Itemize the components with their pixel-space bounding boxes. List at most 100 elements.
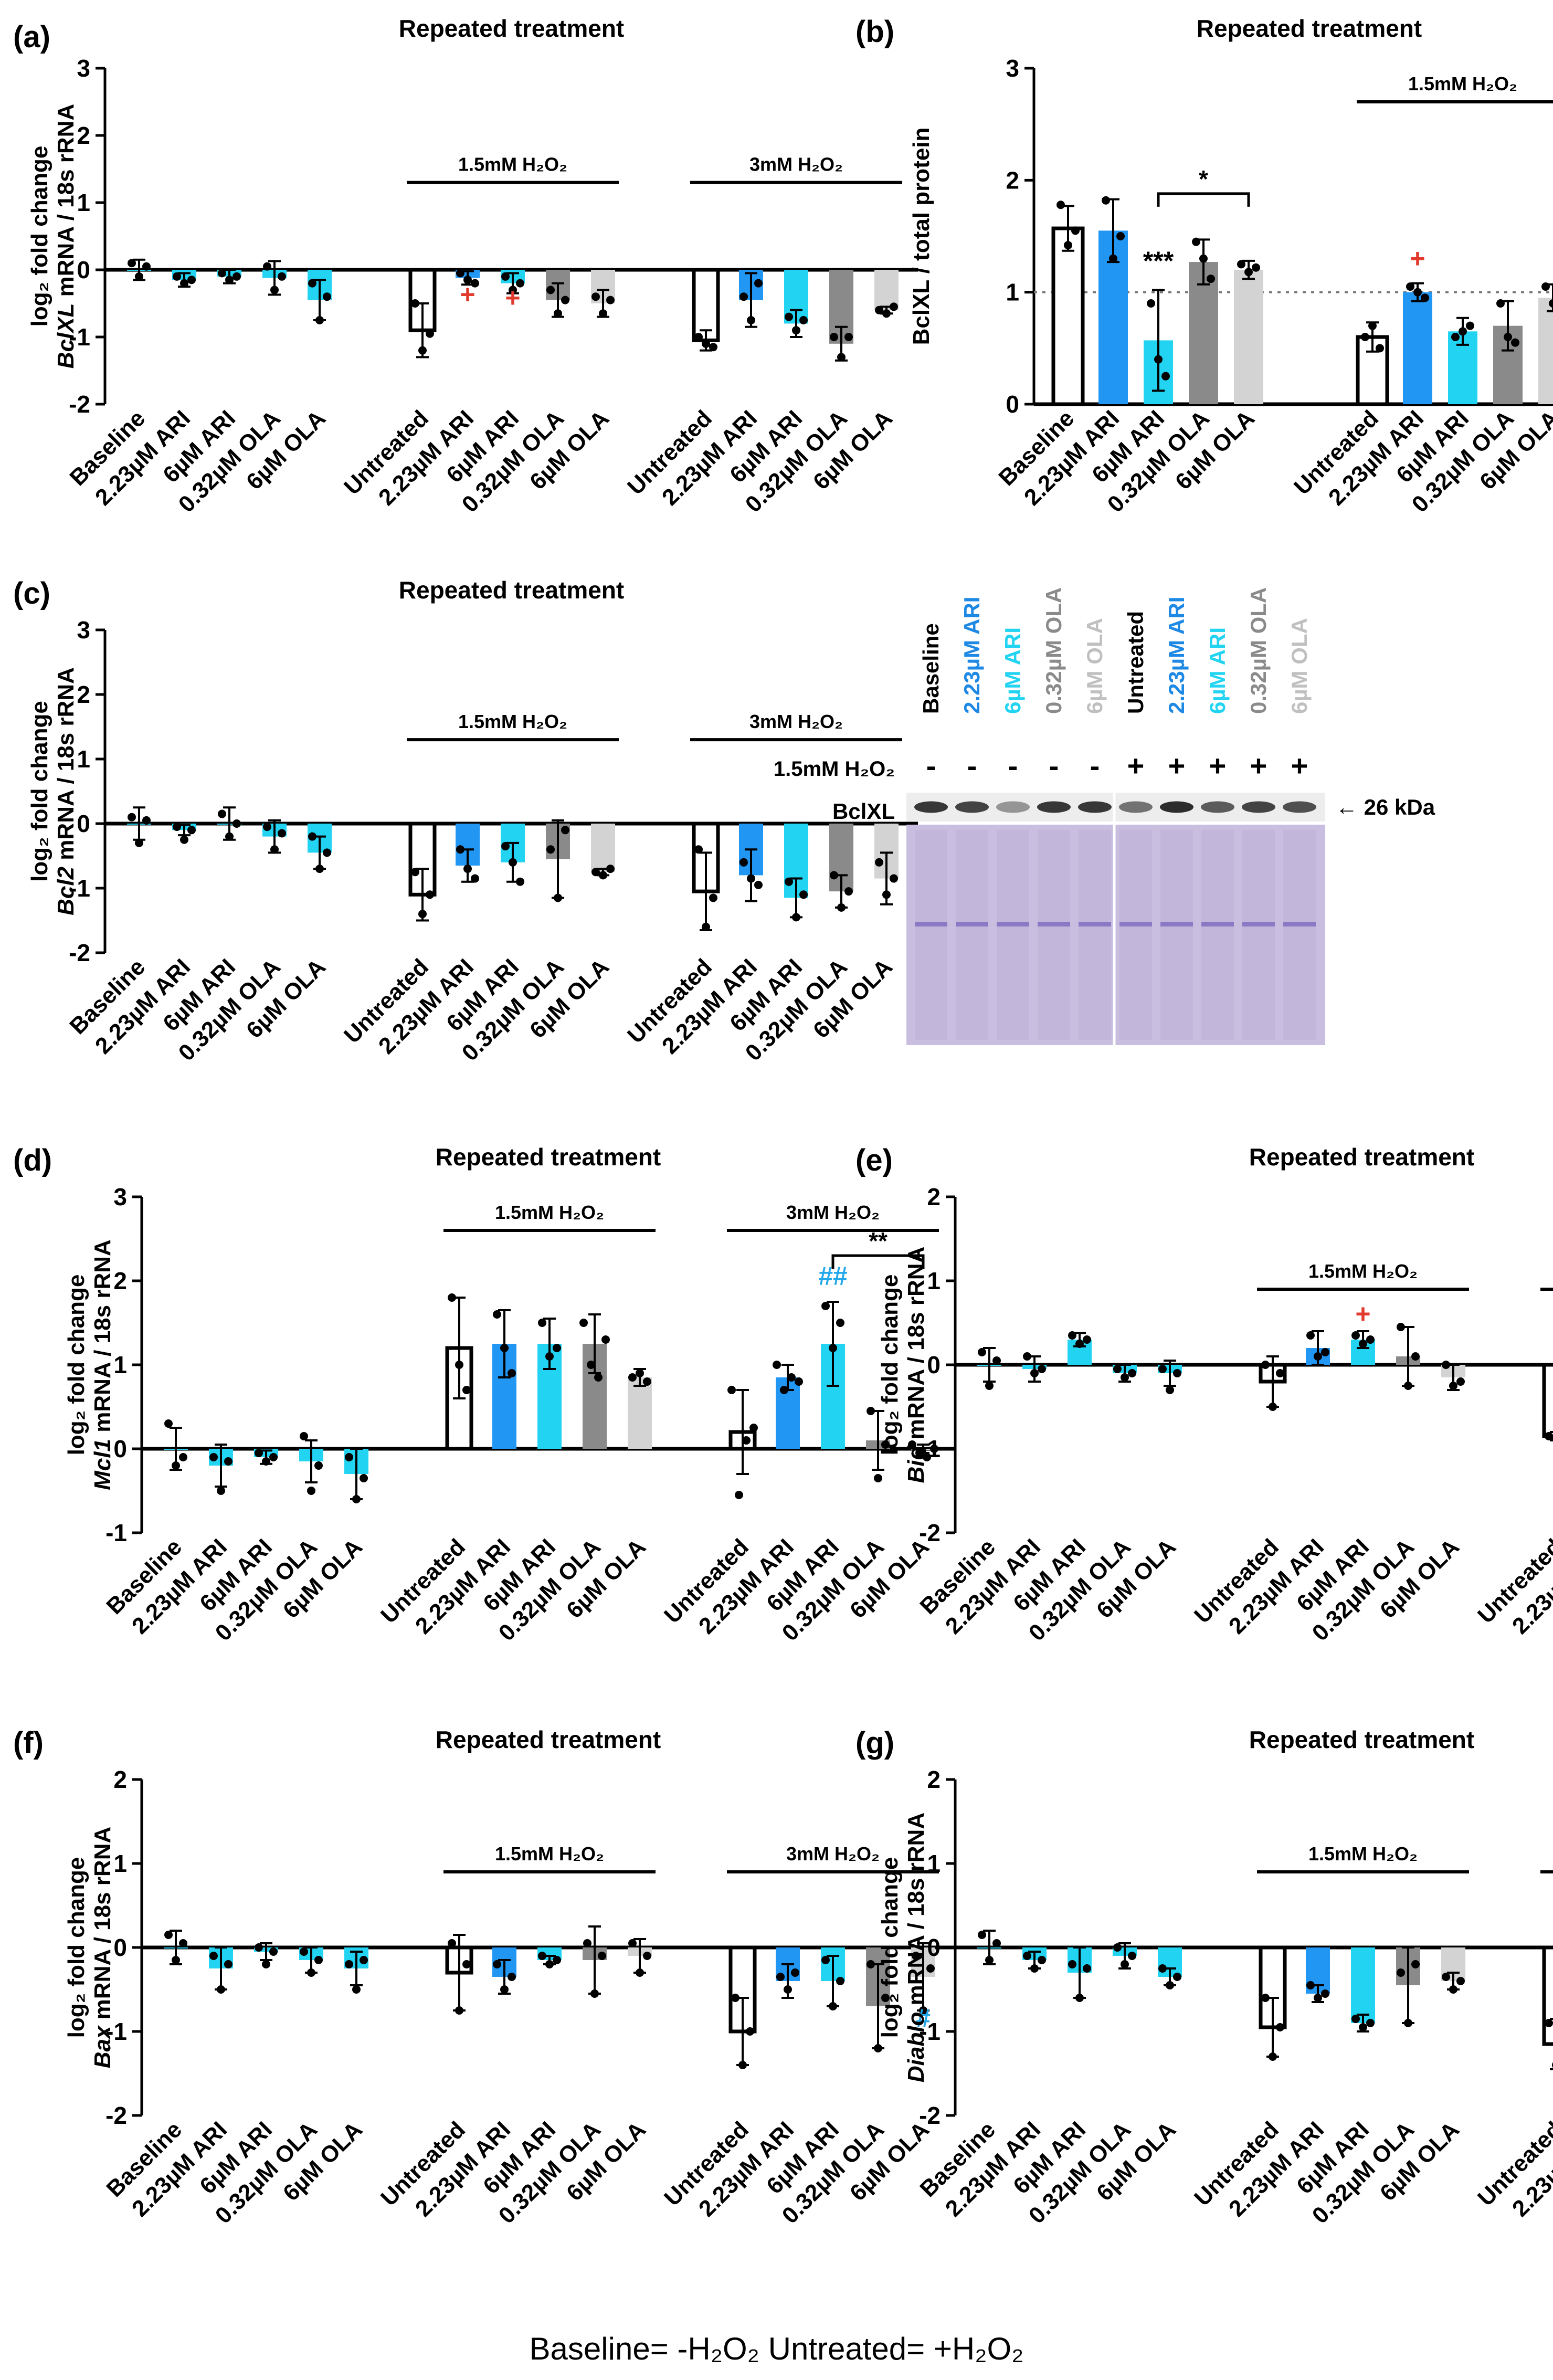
- lane-label: Baseline: [918, 623, 943, 714]
- data-point: [1083, 1964, 1091, 1973]
- data-point: [747, 316, 755, 324]
- data-point: [1244, 268, 1253, 277]
- data-point: [1504, 333, 1512, 341]
- panel-label: (g): [855, 1726, 894, 1760]
- h2o2-sign: -: [1090, 749, 1100, 782]
- significance-bracket: [1157, 192, 1250, 207]
- data-point: [881, 1440, 890, 1449]
- data-point: [224, 1960, 233, 1968]
- gene-name: Bax: [90, 2025, 115, 2068]
- data-point: [821, 1956, 830, 1964]
- data-point: [590, 1989, 599, 1998]
- data-point: [792, 913, 800, 922]
- data-point: [1147, 299, 1155, 308]
- y-axis-suffix: mRNA / 18s rRNA: [53, 667, 79, 867]
- data-point: [915, 1449, 924, 1457]
- significance-mark: +: [1410, 244, 1425, 273]
- data-point: [142, 262, 151, 271]
- y-axis-suffix: mRNA / 18s rRNA: [903, 1813, 929, 2012]
- data-point: [462, 1386, 471, 1394]
- data-point: [172, 1461, 180, 1470]
- data-point: [217, 1487, 225, 1495]
- data-point: [836, 1977, 844, 1985]
- data-point: [218, 269, 226, 278]
- data-point: [225, 276, 234, 285]
- data-point: [1068, 1331, 1076, 1340]
- data-point: [985, 1956, 994, 1964]
- lane-label: Untreated: [1123, 611, 1148, 714]
- y-tick-label: 1: [77, 189, 90, 216]
- protein-band: [996, 801, 1030, 813]
- data-point: [1269, 2052, 1277, 2061]
- data-point: [561, 826, 569, 835]
- y-tick-label: 0: [927, 1934, 941, 1961]
- panel-b: (b) Repeated treatment 0 1 2 3 BclXL / total p…: [855, 15, 1553, 518]
- data-point: [874, 1474, 882, 1482]
- data-point: [135, 838, 143, 847]
- data-point: [1158, 1365, 1167, 1373]
- data-point: [875, 306, 883, 314]
- data-point: [1496, 299, 1505, 308]
- data-point: [323, 292, 331, 301]
- data-point: [1397, 1968, 1405, 1977]
- data-point: [471, 874, 479, 883]
- data-point: [538, 1319, 546, 1327]
- group-bracket-label: 1.5mM H₂O₂: [495, 1843, 604, 1865]
- data-point: [209, 1453, 218, 1461]
- data-point: [411, 299, 419, 308]
- y-tick-label: -1: [919, 1435, 941, 1462]
- data-point: [262, 1457, 270, 1466]
- lane-label: 6µM OLA: [1082, 618, 1107, 714]
- y-tick-label: 1: [77, 745, 90, 773]
- data-point: [702, 339, 710, 348]
- data-point: [501, 272, 510, 281]
- data-point: [135, 272, 143, 281]
- data-point: [173, 823, 181, 831]
- data-point: [1038, 1365, 1046, 1373]
- significance-mark: +: [505, 283, 520, 312]
- data-point: [508, 1369, 516, 1377]
- data-point: [179, 1453, 187, 1461]
- data-point: [1366, 1335, 1375, 1344]
- data-point: [735, 1491, 743, 1499]
- data-point: [742, 1436, 751, 1445]
- y-tick-label: -2: [69, 391, 90, 418]
- data-point: [1549, 299, 1553, 308]
- stain-lane: [997, 830, 1029, 1040]
- data-point: [792, 326, 800, 335]
- bar: [1189, 262, 1218, 404]
- data-point: [890, 302, 898, 311]
- data-point: [709, 893, 717, 902]
- significance-mark: ***: [1143, 246, 1174, 276]
- data-point: [867, 1407, 875, 1415]
- data-point: [172, 1956, 180, 1964]
- data-point: [448, 1939, 456, 1947]
- y-tick-label: 1: [1006, 279, 1019, 306]
- y-tick-label: 1: [927, 1267, 941, 1294]
- y-axis-label: log₂ fold change: [27, 701, 52, 882]
- data-point: [875, 858, 883, 867]
- data-point: [1166, 1981, 1174, 1989]
- data-point: [411, 868, 419, 877]
- y-tick-label: -2: [105, 2102, 127, 2129]
- data-point: [255, 1943, 263, 1952]
- y-axis-suffix: mRNA / 18s rRNA: [90, 1239, 115, 1439]
- significance-mark: ##: [818, 1261, 848, 1291]
- data-point: [269, 1453, 278, 1461]
- size-marker-label: ← 26 kDa: [1336, 795, 1435, 819]
- protein-band: [914, 801, 948, 813]
- y-axis-sublabel: Bcl2 mRNA / 18s rRNA: [53, 667, 79, 915]
- y-axis-label: log₂ fold change: [877, 1275, 903, 1456]
- data-point: [844, 887, 853, 896]
- data-point: [1276, 2023, 1284, 2031]
- h2o2-sign: -: [1008, 749, 1018, 782]
- data-point: [709, 343, 717, 352]
- y-tick-label: -1: [105, 2018, 127, 2045]
- data-point: [754, 279, 763, 288]
- data-point: [1199, 254, 1208, 263]
- data-point: [426, 329, 434, 338]
- data-point: [1351, 2015, 1360, 2023]
- data-point: [882, 890, 891, 899]
- group-bracket-label: 1.5mM H₂O₂: [495, 1202, 604, 1223]
- data-point: [1459, 327, 1467, 336]
